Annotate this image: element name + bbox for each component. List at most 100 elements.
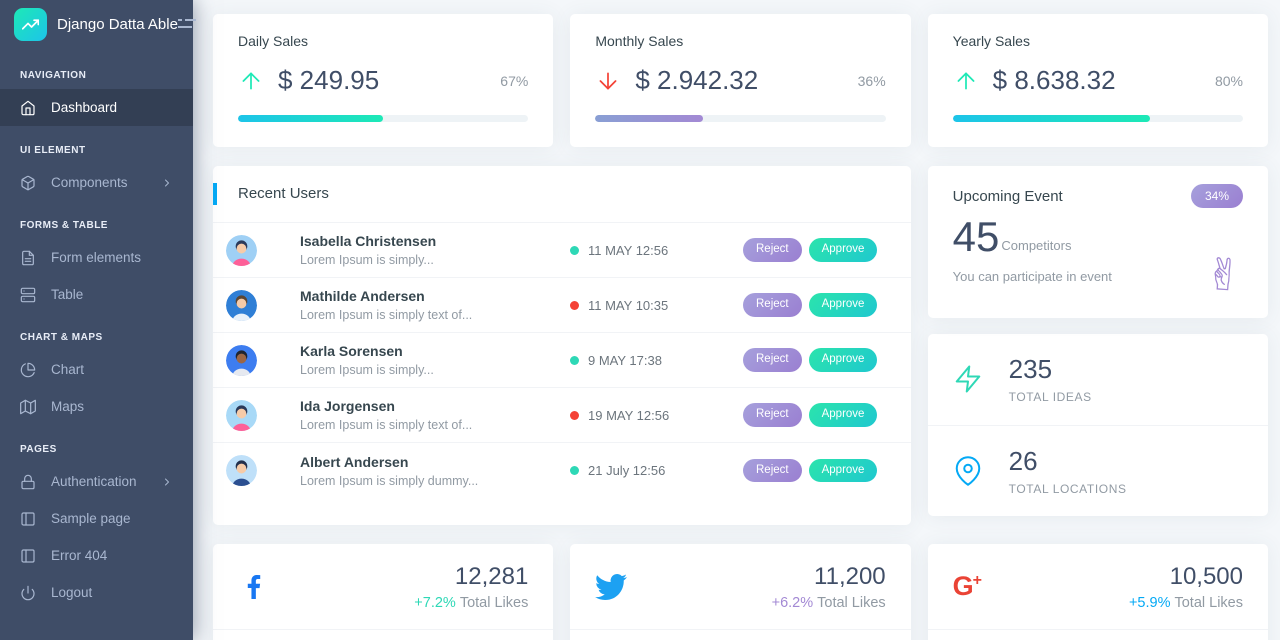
user-description: Lorem Ipsum is simply text of... (300, 308, 473, 322)
user-name: Albert Andersen (300, 453, 409, 470)
monthly-sales-card: Monthly Sales $ 2.942.32 36% (570, 14, 911, 147)
sidebar-item-maps[interactable]: Maps (0, 388, 193, 425)
reject-button[interactable]: Reject (743, 238, 802, 262)
user-avatar (226, 289, 257, 321)
totals-card: 235 TOTAL IDEAS 26 TOTAL LOCATIONS (927, 334, 1268, 516)
sidebar-item-sample-page[interactable]: Sample page (0, 500, 193, 537)
chevron-right-icon (161, 177, 173, 189)
sidebar-section-caption: NAVIGATION (20, 70, 87, 81)
sales-card-title: Daily Sales (238, 33, 309, 49)
sidebar-header: Django Datta Able (0, 0, 196, 48)
twitter-card: 11,200 +6.2% Total Likes (570, 544, 911, 640)
stat-value: 235 (1008, 354, 1053, 385)
sales-percent: 67% (500, 72, 529, 89)
reject-button[interactable]: Reject (743, 403, 802, 427)
stat-label: TOTAL IDEAS (1008, 390, 1092, 405)
user-name: Ida Jorgensen (300, 398, 395, 414)
sales-percent: 80% (1214, 72, 1243, 89)
event-title: Upcoming Event (952, 187, 1063, 205)
user-name: Mathilde Andersen (300, 288, 425, 304)
user-activity-time: 11 MAY 12:56 (588, 242, 669, 258)
user-avatar (226, 234, 257, 266)
menu-toggle-icon[interactable] (177, 18, 196, 30)
status-dot (570, 355, 579, 365)
user-description: Lorem Ipsum is simply text of... (300, 418, 473, 432)
sidebar-section-caption: UI ELEMENT (20, 145, 86, 156)
sidebar-item-label: Authentication (51, 474, 137, 489)
sidebar-item-logout[interactable]: Logout (0, 574, 193, 611)
recent-user-row: Isabella Christensen Lorem Ipsum is simpl… (213, 223, 911, 278)
stat-label: TOTAL LOCATIONS (1008, 481, 1127, 496)
approve-button[interactable]: Approve (808, 238, 878, 262)
sidebar-item-components[interactable]: Components (0, 164, 193, 201)
sales-amount: $ 8.638.32 (992, 65, 1116, 95)
main-content: Daily Sales $ 249.95 67% Monthly Sales $ 2.9… (193, 0, 1280, 640)
sidebar-section-caption: PAGES (20, 444, 57, 455)
sales-progress-bar (238, 115, 529, 122)
twitter-icon (595, 571, 628, 603)
event-note: You can participate in event (952, 269, 1112, 285)
user-avatar (226, 344, 257, 376)
user-description: Lorem Ipsum is simply... (300, 363, 434, 377)
sales-card-title: Monthly Sales (595, 33, 684, 49)
recent-user-row: Karla Sorensen Lorem Ipsum is simply... 9 … (213, 333, 911, 388)
sidebar-item-chart[interactable]: Chart (0, 351, 193, 388)
sidebar-item-label: Form elements (51, 250, 142, 265)
google-plus-card: G+ 10,500 +5.9% Total Likes (927, 544, 1268, 640)
sidebar-item-label: Error 404 (51, 548, 108, 563)
sidebar-item-dashboard[interactable]: Dashboard (0, 89, 193, 126)
user-avatar (226, 399, 257, 431)
sales-progress-bar (952, 115, 1243, 122)
reject-button[interactable]: Reject (743, 458, 802, 483)
social-percent: +5.9% (1128, 594, 1171, 611)
approve-button[interactable]: Approve (808, 458, 878, 483)
home-icon (20, 100, 36, 116)
zap-icon (953, 364, 983, 394)
status-dot (570, 300, 579, 310)
sidebar: Django Datta Able NAVIGATION Dashboard UI … (0, 0, 196, 640)
reject-button[interactable]: Reject (743, 293, 802, 317)
sidebar-section-caption: FORMS & TABLE (20, 220, 108, 231)
recent-users-header: Recent Users (213, 166, 911, 223)
box-icon (20, 175, 36, 191)
user-description: Lorem Ipsum is simply dummy... (300, 473, 479, 488)
sales-amount: $ 249.95 (278, 65, 380, 95)
reject-button[interactable]: Reject (743, 348, 802, 372)
sidebar-item-label: Logout (51, 585, 93, 600)
event-competitors-count: 45 (952, 213, 1000, 260)
approve-button[interactable]: Approve (808, 403, 878, 427)
map-icon (20, 399, 36, 415)
recent-user-row: Albert Andersen Lorem Ipsum is simply dum… (213, 443, 911, 498)
recent-users-title: Recent Users (238, 185, 329, 202)
arrow-down-icon (595, 68, 621, 94)
sales-progress-bar (595, 115, 886, 122)
upcoming-event-card: Upcoming Event 34% 45 Competitors You ca… (927, 166, 1268, 318)
sidebar-item-table[interactable]: Table (0, 276, 193, 313)
sidebar-item-authentication[interactable]: Authentication (0, 463, 193, 500)
recent-users-card: Recent Users Isabella Christensen Lorem I… (213, 166, 911, 525)
recent-user-row: Ida Jorgensen Lorem Ipsum is simply text … (213, 388, 911, 443)
server-icon (20, 287, 36, 303)
right-column: Upcoming Event 34% 45 Competitors You ca… (927, 166, 1268, 525)
yearly-sales-card: Yearly Sales $ 8.638.32 80% (927, 14, 1268, 147)
social-likes-count: 11,200 (814, 562, 886, 590)
sidebar-item-error-404[interactable]: Error 404 (0, 537, 193, 574)
sidebar-icon (20, 548, 36, 564)
daily-sales-card: Daily Sales $ 249.95 67% (213, 14, 554, 147)
chevron-right-icon (161, 476, 173, 488)
user-activity-time: 21 July 12:56 (588, 463, 666, 478)
approve-button[interactable]: Approve (808, 348, 878, 372)
power-icon (20, 585, 36, 601)
event-competitors-label: Competitors (1001, 238, 1072, 254)
status-dot (570, 245, 579, 255)
sidebar-item-form-elements[interactable]: Form elements (0, 239, 193, 276)
social-likes-count: 10,500 (1169, 562, 1243, 590)
sidebar-item-label: Sample page (51, 511, 131, 526)
app-title: Django Datta Able (57, 15, 178, 33)
card-accent-bar (213, 183, 217, 205)
google-plus-icon: G+ (952, 571, 982, 601)
status-dot (570, 410, 579, 420)
user-description: Lorem Ipsum is simply... (300, 253, 434, 267)
approve-button[interactable]: Approve (808, 293, 878, 317)
pie-chart-icon (20, 362, 36, 378)
